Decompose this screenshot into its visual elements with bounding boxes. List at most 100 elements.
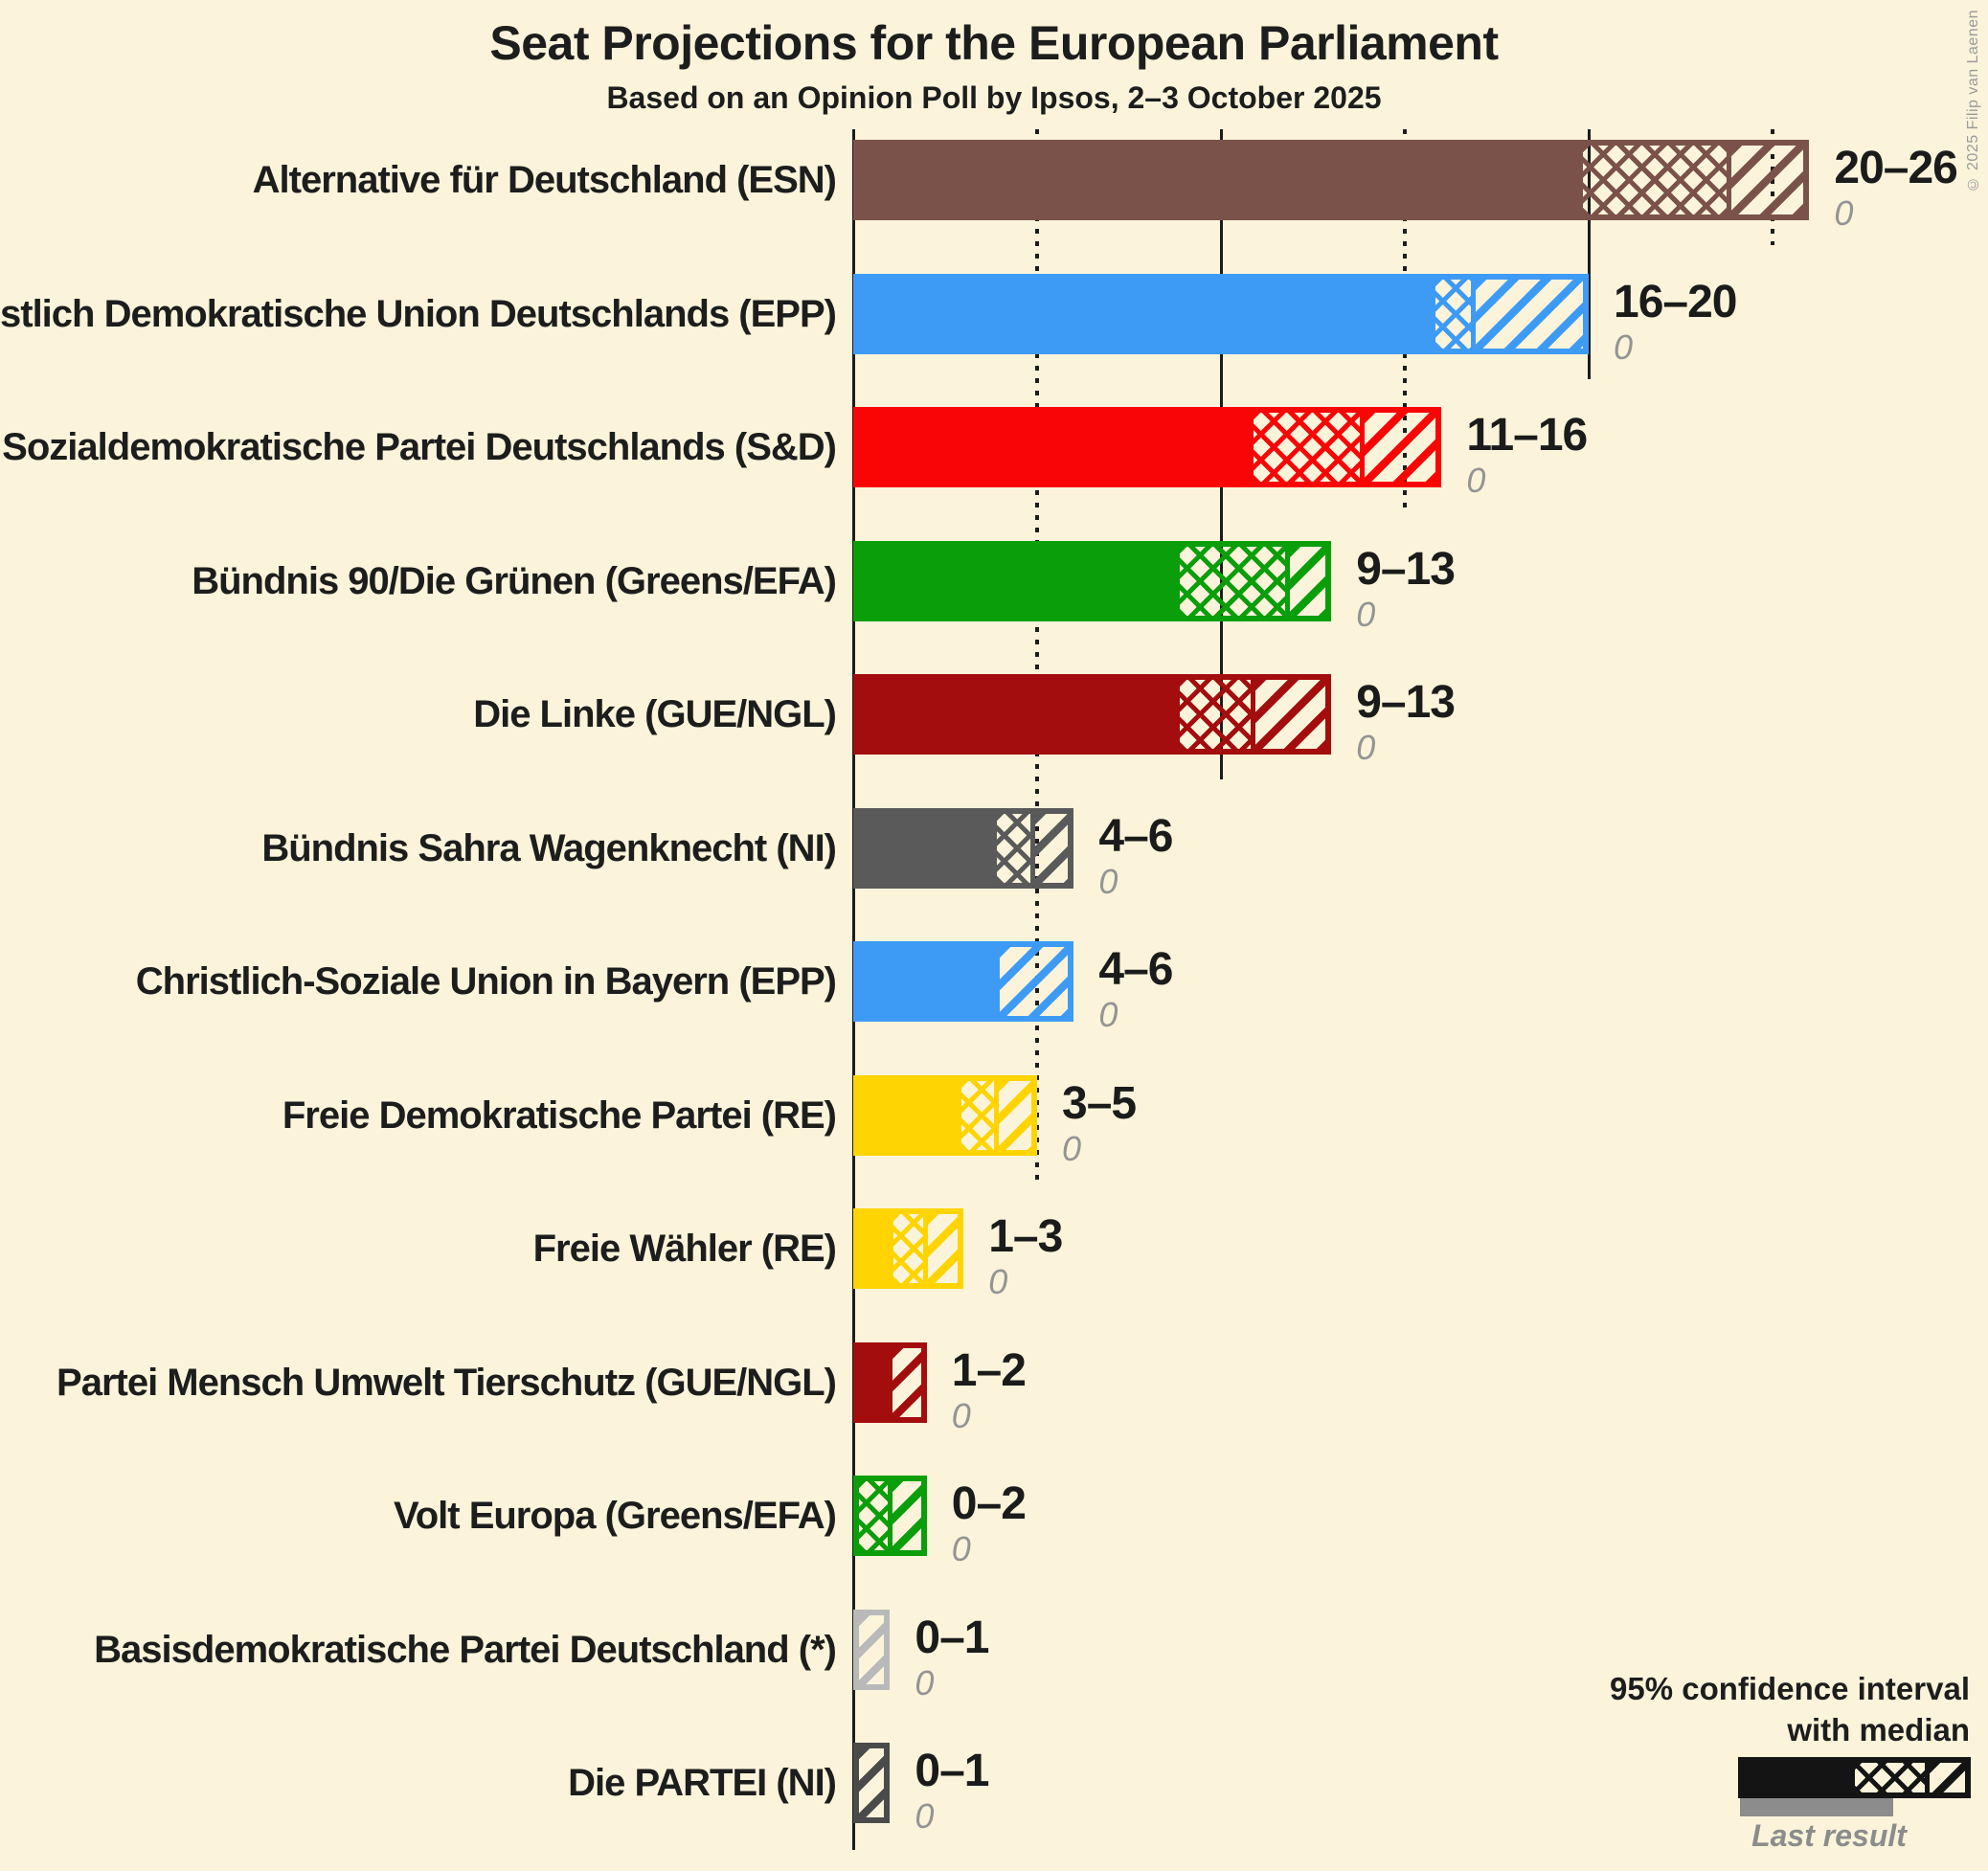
page-subtitle: Based on an Opinion Poll by Ipsos, 2–3 O…: [606, 80, 1382, 115]
bar-segment-crosshatch: [889, 1214, 924, 1283]
last-result-value: 0: [1466, 461, 1486, 500]
value-label-group: 3–5 0: [1062, 1077, 1137, 1168]
last-result-value: 0: [915, 1662, 935, 1702]
party-bar: [853, 1609, 891, 1690]
party-label: Freie Wähler (RE): [532, 1228, 837, 1270]
party-label: Christlich-Soziale Union in Bayern (EPP): [135, 960, 837, 1003]
seat-range-label: 11–16: [1466, 410, 1588, 461]
bar-segment-solid: [859, 146, 1579, 214]
party-label: Alternative für Deutschland (ESN): [252, 159, 837, 201]
last-result-value: 0: [1062, 1128, 1082, 1168]
last-result-value: 0: [988, 1262, 1008, 1301]
party-label: Sozialdemokratische Partei Deutschlands …: [2, 426, 837, 468]
bar-segment-diagonal: [923, 1214, 959, 1283]
party-bar: [853, 1341, 927, 1423]
gridline-5: [1035, 129, 1039, 1181]
value-label-group: 9–13 0: [1356, 543, 1456, 634]
bar-segment-solid: [859, 947, 996, 1016]
seat-range-label: 0–2: [951, 1478, 1027, 1529]
value-label-group: 4–6 0: [1098, 810, 1173, 901]
bar-segment-solid: [859, 813, 992, 883]
last-result-value: 0: [1356, 594, 1376, 634]
last-result-value: 0: [1356, 728, 1376, 767]
bar-segment-diagonal: [1029, 813, 1069, 883]
value-label-group: 1–2 0: [951, 1344, 1027, 1434]
bar-segment-solid: [859, 546, 1176, 616]
bar-segment-diagonal: [1727, 146, 1804, 214]
value-label-group: 1–3 0: [988, 1211, 1063, 1301]
copyright-note: © 2025 Filip van Laenen: [1965, 10, 1981, 192]
legend-title-line2: with median: [1787, 1712, 1970, 1747]
party-label: Partei Mensch Umwelt Tierschutz (GUE/NGL…: [56, 1361, 837, 1404]
bar-segment-diagonal: [1285, 546, 1326, 616]
legend-solid-segment: [1744, 1763, 1850, 1792]
party-bar: [853, 273, 1589, 354]
party-label: Basisdemokratische Partei Deutschland (*…: [94, 1628, 837, 1671]
bar-segment-diagonal: [887, 1347, 921, 1417]
bar-segment-solid: [859, 1214, 890, 1283]
seat-range-label: 1–2: [951, 1344, 1027, 1396]
legend-confidence-interval-sample: [1738, 1757, 1971, 1798]
bar-segment-diagonal: [859, 1748, 885, 1817]
legend-last-result-sample: [1740, 1798, 1893, 1816]
bar-segment-crosshatch: [859, 1481, 888, 1550]
party-label: Freie Demokratische Partei (RE): [282, 1093, 837, 1137]
party-label: Bündnis Sahra Wagenknecht (NI): [261, 826, 837, 869]
legend-title-line1: 95% confidence interval: [1610, 1671, 1970, 1706]
seat-range-label: 9–13: [1356, 677, 1456, 728]
legend-crosshatch-segment: [1849, 1763, 1926, 1792]
legend-diagonal-segment: [1925, 1763, 1965, 1792]
value-label-group: 0–2 0: [951, 1478, 1027, 1568]
party-label: Bündnis 90/Die Grünen (Greens/EFA): [192, 559, 837, 602]
last-result-value: 0: [1098, 995, 1118, 1034]
party-bar: [853, 807, 1074, 889]
seat-range-label: 16–20: [1614, 276, 1737, 327]
value-label-group: 9–13 0: [1356, 677, 1456, 767]
party-bar: [853, 1074, 1037, 1156]
gridline-20: [1587, 129, 1591, 379]
party-bar: [853, 407, 1442, 487]
last-result-value: 0: [951, 1529, 971, 1568]
bar-segment-diagonal: [994, 1080, 1031, 1150]
seat-range-label: 0–1: [915, 1612, 989, 1663]
value-label-group: 20–26 0: [1834, 143, 1957, 232]
seat-range-label: 4–6: [1098, 944, 1173, 995]
party-bar: [853, 540, 1332, 621]
bar-segment-crosshatch: [1578, 146, 1728, 214]
seat-range-label: 0–1: [915, 1746, 989, 1796]
bar-segment-solid: [859, 1347, 888, 1417]
bar-segment-crosshatch: [1430, 279, 1472, 349]
party-bar: [853, 1743, 891, 1823]
party-bar: [853, 941, 1074, 1022]
party-bar: [853, 674, 1332, 755]
last-result-value: 0: [1098, 861, 1118, 901]
page-title: Seat Projections for the European Parlia…: [489, 16, 1499, 70]
bar-segment-solid: [859, 680, 1176, 749]
bar-segment-solid: [859, 1080, 957, 1150]
value-label-group: 16–20 0: [1614, 276, 1737, 367]
seat-range-label: 9–13: [1356, 543, 1456, 595]
seat-range-label: 4–6: [1098, 810, 1173, 862]
bar-segment-diagonal: [1250, 680, 1326, 749]
party-label: Die Linke (GUE/NGL): [473, 693, 837, 735]
seat-range-label: 20–26: [1834, 143, 1957, 193]
bar-segment-crosshatch: [1249, 413, 1361, 482]
seat-range-label: 3–5: [1062, 1077, 1137, 1129]
value-label-group: 0–1 0: [915, 1746, 989, 1835]
value-label-group: 11–16 0: [1466, 410, 1588, 500]
party-label: Christlich Demokratische Union Deutschla…: [0, 292, 837, 335]
seat-range-label: 1–3: [988, 1211, 1063, 1262]
bar-segment-diagonal: [887, 1481, 921, 1550]
legend-last-result-label: Last result: [1751, 1818, 1907, 1853]
value-label-group: 0–1 0: [915, 1612, 989, 1702]
bar-segment-solid: [859, 279, 1431, 349]
bar-segment-diagonal: [1471, 279, 1583, 349]
bar-segment-diagonal: [995, 947, 1069, 1016]
bar-segment-diagonal: [1360, 413, 1436, 482]
party-bar: [853, 1208, 964, 1289]
last-result-value: 0: [1614, 327, 1634, 367]
bar-segment-crosshatch: [1175, 546, 1286, 616]
value-label-group: 4–6 0: [1098, 944, 1173, 1034]
bar-segment-crosshatch: [1175, 680, 1251, 749]
